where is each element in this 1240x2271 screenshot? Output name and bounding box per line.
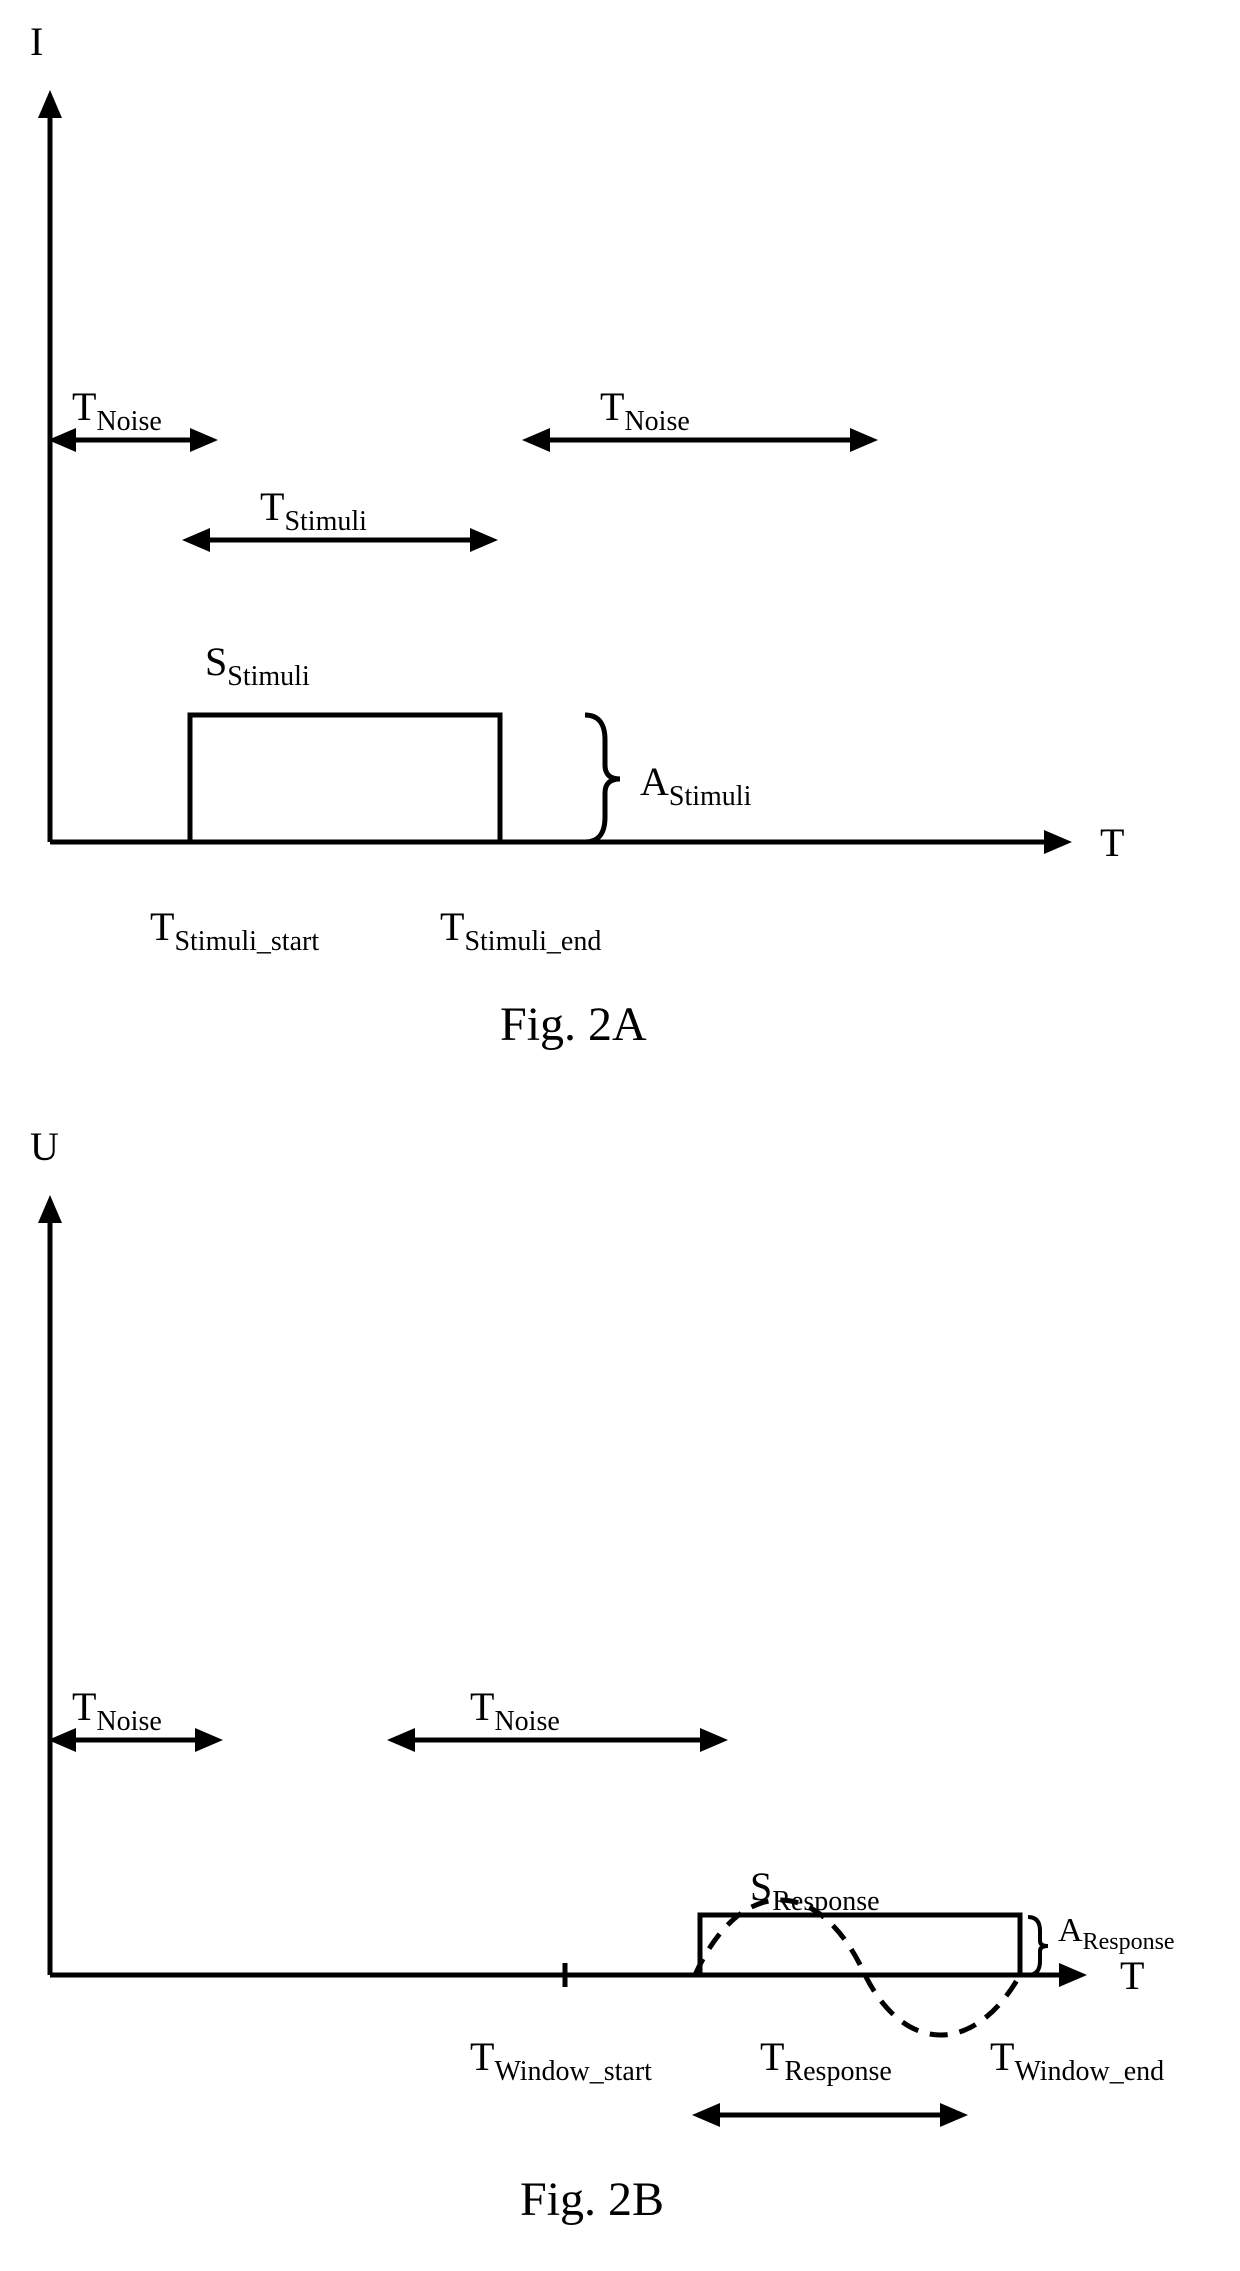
svg-text:TNoise: TNoise [600, 384, 690, 437]
svg-text:AResponse: AResponse [1058, 1912, 1175, 1955]
window-end-label: TWindow_end [990, 2034, 1164, 2087]
svg-text:TNoise: TNoise [72, 1684, 162, 1737]
amplitude-bracket-b: AResponse [1028, 1912, 1175, 1975]
stimulus-pulse: SStimuli [190, 639, 500, 842]
panel-b: U T TNoise TNoise SResponse [30, 1124, 1175, 2226]
response-signal-dashed [695, 1900, 1020, 2035]
svg-text:SStimuli: SStimuli [205, 639, 310, 692]
tnoise-right-a: TNoise [522, 384, 878, 452]
response-window: SResponse [695, 1864, 1020, 2035]
svg-text:TStimuli: TStimuli [260, 484, 367, 537]
panel-b-x-label: T [1120, 1953, 1144, 1998]
amplitude-bracket-a: AStimuli [585, 715, 752, 842]
svg-text:AStimuli: AStimuli [640, 759, 752, 812]
svg-text:TNoise: TNoise [470, 1684, 560, 1737]
tstimuli-start-label: TStimuli_start [150, 904, 319, 957]
svg-text:TResponse: TResponse [760, 2034, 892, 2087]
tnoise-left-b: TNoise [48, 1684, 223, 1752]
tstimuli-arrow: TStimuli [182, 484, 498, 552]
tnoise-right-b: TNoise [387, 1684, 728, 1752]
tresponse-arrow: TResponse [692, 2034, 968, 2127]
panel-a-x-label: T [1100, 820, 1124, 865]
panel-a: I T TNoise TNoise TStimuli [30, 19, 1124, 1051]
panel-b-y-label: U [30, 1124, 59, 1169]
svg-text:TNoise: TNoise [72, 384, 162, 437]
panel-a-caption: Fig. 2A [500, 998, 647, 1051]
tnoise-left-a: TNoise [48, 384, 218, 452]
panel-a-y-label: I [30, 19, 43, 64]
tstimuli-end-label: TStimuli_end [440, 904, 601, 957]
panel-b-caption: Fig. 2B [520, 2173, 664, 2226]
window-start-label: TWindow_start [470, 2034, 652, 2087]
